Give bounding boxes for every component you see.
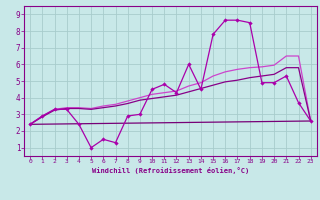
X-axis label: Windchill (Refroidissement éolien,°C): Windchill (Refroidissement éolien,°C)	[92, 167, 249, 174]
